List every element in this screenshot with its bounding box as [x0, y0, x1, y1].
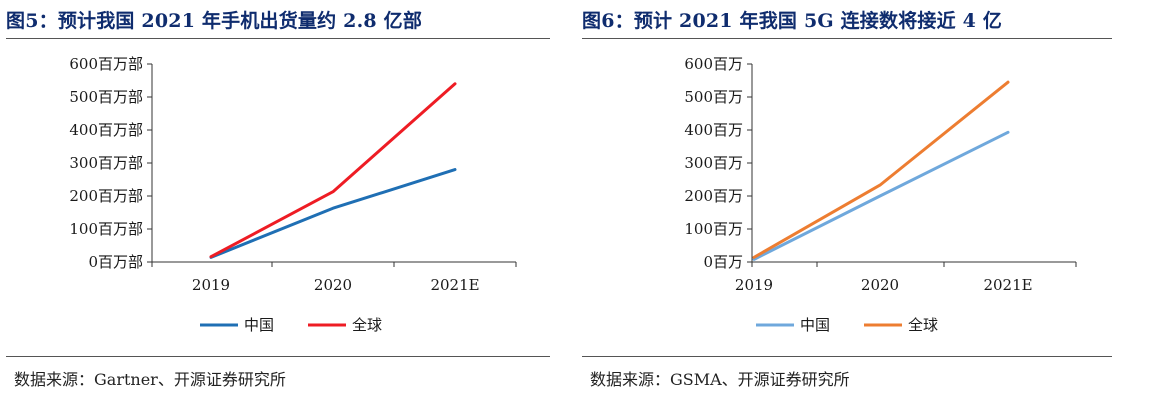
y-tick-label: 300百万	[684, 154, 743, 172]
y-tick-label: 0百万	[703, 253, 743, 271]
y-tick-label: 400百万部	[69, 121, 143, 139]
x-tick-label: 2021E	[430, 276, 479, 294]
legend-label: 中国	[244, 316, 274, 334]
y-tick-label: 500百万	[684, 88, 743, 106]
x-tick-label: 2019	[735, 276, 773, 294]
x-tick-label: 2020	[861, 276, 899, 294]
y-tick-label: 600百万部	[69, 55, 143, 73]
x-tick-label: 2021E	[983, 276, 1032, 294]
series-line-2	[752, 80, 1010, 259]
title-divider	[6, 38, 550, 39]
x-tick-label: 2020	[314, 276, 352, 294]
line-chart: 0百万部 100百万部 200百万部 300百万部 400百万部 500百万部 600百万部…	[69, 55, 517, 334]
x-tick-label: 2019	[192, 276, 230, 294]
series-line-1	[752, 130, 1010, 261]
figure-title: 图6：预计 2021 年我国 5G 连接数将接近 4 亿	[582, 10, 1003, 32]
chart-panel-5g-connections: 图6：预计 2021 年我国 5G 连接数将接近 4 亿 0百万 100百万 200…	[576, 0, 1151, 420]
line-chart: 0百万 100百万 200百万 300百万 400百万 500百万 600百万 2019 202…	[684, 55, 1077, 334]
y-tick-label: 100百万	[684, 220, 743, 238]
y-tick-label: 600百万	[684, 55, 743, 73]
y-tick-label: 0百万部	[88, 253, 143, 271]
series-line-2	[209, 82, 457, 259]
source-divider	[582, 356, 1112, 357]
source-divider	[6, 356, 550, 357]
series-line-1	[209, 168, 457, 259]
y-tick-label: 200百万	[684, 187, 743, 205]
data-source-note: 数据来源：Gartner、开源证券研究所	[14, 370, 286, 389]
y-tick-label: 500百万部	[69, 88, 143, 106]
legend-label: 全球	[908, 316, 938, 334]
data-source-note: 数据来源：GSMA、开源证券研究所	[590, 370, 850, 389]
title-divider	[582, 38, 1112, 39]
figure-title: 图5：预计我国 2021 年手机出货量约 2.8 亿部	[6, 10, 423, 32]
legend-label: 全球	[352, 316, 382, 334]
y-tick-label: 300百万部	[69, 154, 143, 172]
legend-label: 中国	[800, 316, 830, 334]
y-tick-label: 200百万部	[69, 187, 143, 205]
y-tick-label: 400百万	[684, 121, 743, 139]
y-tick-label: 100百万部	[69, 220, 143, 238]
chart-panel-handset-shipments: 图5：预计我国 2021 年手机出货量约 2.8 亿部 0百万部 100百万部 20…	[0, 0, 560, 420]
